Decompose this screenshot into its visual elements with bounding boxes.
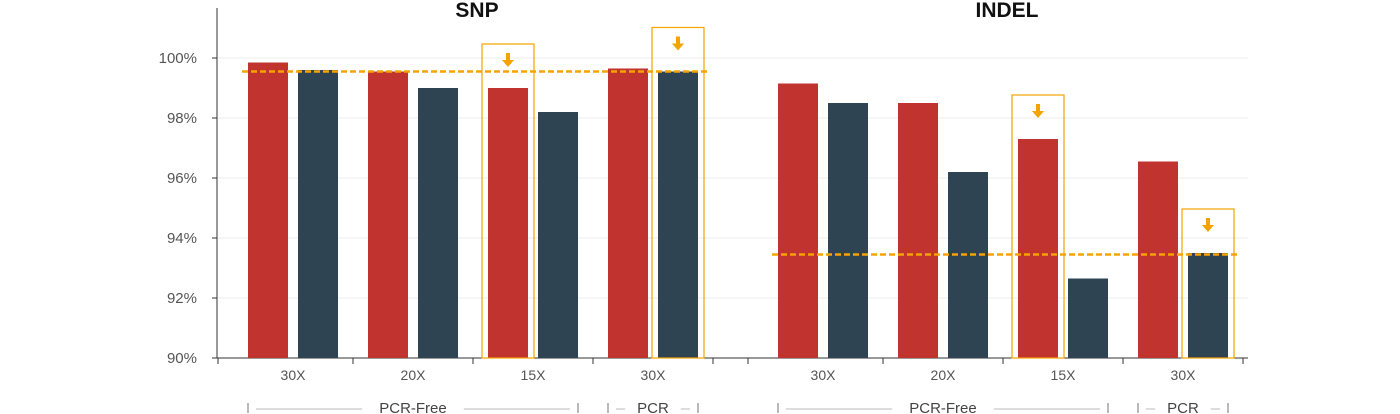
bar (948, 172, 988, 358)
y-tick-label: 92% (167, 290, 197, 307)
highlight-box (651, 26, 705, 359)
bar (488, 88, 528, 358)
bar (1018, 139, 1058, 358)
down-arrow-icon (1032, 104, 1044, 118)
x-category-label: 30X (1171, 367, 1197, 383)
y-tick-label: 90% (167, 350, 197, 367)
bar (778, 83, 818, 358)
highlight-box (1181, 208, 1235, 359)
panel-title: INDEL (976, 0, 1039, 22)
y-tick-label: 100% (159, 50, 197, 67)
y-tick-label: 98% (167, 110, 197, 127)
bar (608, 68, 648, 358)
x-category-label: 30X (281, 367, 307, 383)
x-category-label: 15X (521, 367, 547, 383)
panel-title: SNP (455, 0, 498, 22)
highlight-box (481, 43, 535, 359)
y-tick-label: 94% (167, 230, 197, 247)
x-category-label: 30X (811, 367, 837, 383)
x-category-label: 20X (931, 367, 957, 383)
bar (1068, 278, 1108, 358)
x-category-label: 15X (1051, 367, 1077, 383)
bar (828, 103, 868, 358)
group-label: PCR (1167, 400, 1199, 414)
bar (1138, 161, 1178, 358)
bar (418, 88, 458, 358)
x-category-label: 30X (641, 367, 667, 383)
bar (658, 71, 698, 358)
highlight-box (1011, 94, 1065, 359)
bar (1188, 253, 1228, 358)
bar (538, 112, 578, 358)
group-label: PCR (637, 400, 669, 414)
group-label: PCR-Free (379, 400, 447, 414)
group-label: PCR-Free (909, 400, 977, 414)
y-tick-label: 96% (167, 170, 197, 187)
bar (248, 62, 288, 358)
down-arrow-icon (1202, 218, 1214, 232)
bar (898, 103, 938, 358)
bar (298, 70, 338, 358)
down-arrow-icon (672, 36, 684, 51)
bar (368, 71, 408, 358)
down-arrow-icon (502, 53, 514, 67)
x-category-label: 20X (401, 367, 427, 383)
